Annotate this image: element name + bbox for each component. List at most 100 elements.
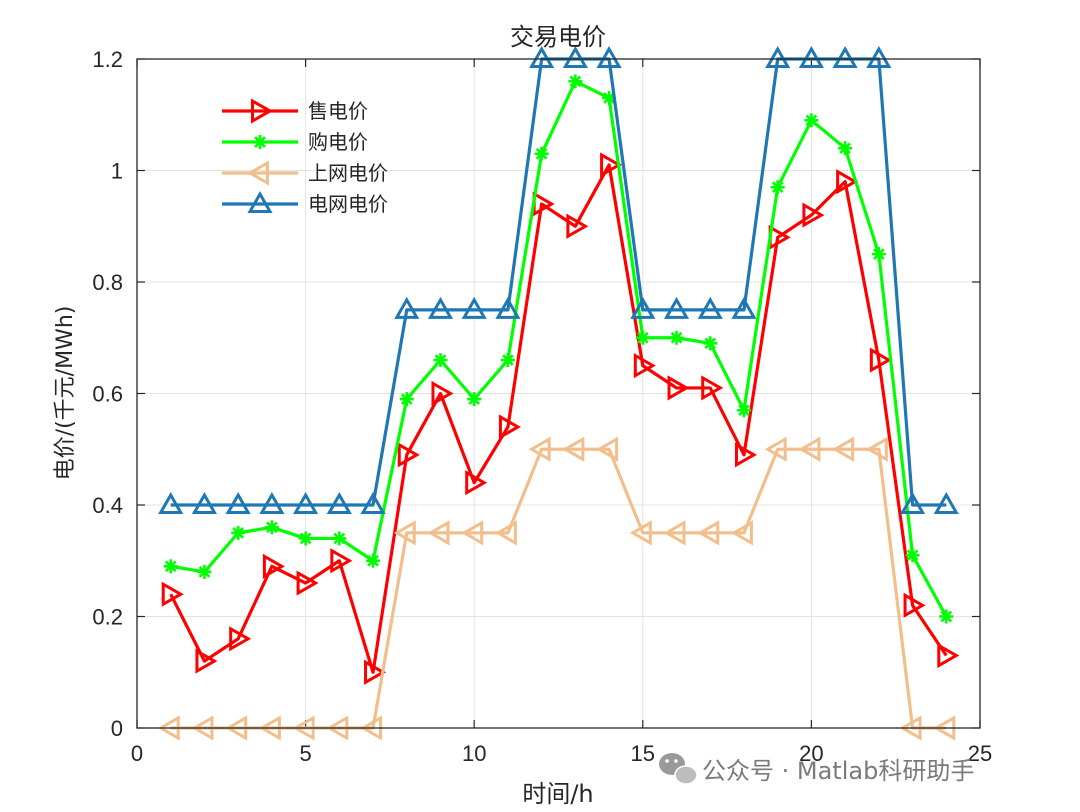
data-point [937,642,960,669]
data-point [663,296,690,319]
y-tick-label: 1.2 [92,47,123,72]
data-point [736,403,751,418]
data-point [298,531,313,546]
y-axis-label: 电价/(千元/MWh) [53,306,78,481]
data-point [528,436,551,462]
data-point [330,548,353,574]
series-line [169,163,948,674]
x-axis-label: 时间/h [522,780,593,808]
data-point [568,74,583,89]
x-tick-label: 20 [799,741,823,766]
data-point [433,353,448,368]
data-point [494,520,517,546]
data-point [231,525,246,540]
chart-title: 交易电价 [510,23,606,51]
data-point [663,520,686,546]
data-point [903,592,926,618]
data-point [264,520,279,535]
data-point [566,213,589,239]
data-point [500,353,515,368]
data-point [635,330,650,345]
data-point [869,347,892,373]
y-tick-label: 1 [111,159,123,184]
data-point [495,296,521,319]
data-point [667,375,690,401]
data-point [394,296,420,319]
data-point [393,520,416,546]
x-tick-label: 15 [631,741,655,766]
data-point [734,442,757,468]
data-point [195,648,218,674]
data-point [905,548,920,563]
data-point [562,436,585,462]
legend-item: 上网电价 [222,160,388,186]
data-point [427,296,454,319]
data-point [802,202,825,228]
legend-label: 电网电价 [308,192,388,216]
legend-label: 售电价 [308,99,368,123]
data-point [262,553,285,579]
x-tick-label: 10 [462,741,486,766]
data-point [629,520,652,546]
data-point [596,45,622,68]
data-point [229,626,252,652]
data-point [251,98,274,124]
data-point [247,190,273,213]
data-point [163,559,178,574]
data-point [703,336,718,351]
data-point [431,380,454,407]
data-point [832,45,858,68]
data-point [697,296,723,319]
y-tick-label: 0.8 [92,270,123,295]
data-point [529,45,555,68]
y-tick-label: 0.2 [92,605,123,630]
data-point [399,392,414,407]
data-point [253,135,267,149]
data-point [939,609,954,624]
legend-item: 电网电价 [222,190,388,216]
axis-ticks: 0 5 10 15 20 25 0 0.2 0.4 0.6 0.8 1 1.2 [92,47,992,766]
data-point [296,570,319,596]
data-point [933,491,959,514]
data-point [836,169,859,195]
data-point [461,520,484,546]
data-point [798,45,824,68]
axes-box [136,58,981,729]
series-2 [163,74,954,624]
data-point [427,520,450,546]
legend-label: 购电价 [308,130,368,154]
data-point [364,659,387,685]
data-point [596,436,619,462]
data-point [633,353,656,379]
y-tick-label: 0.4 [92,493,123,518]
data-point [534,146,549,161]
legend-item: 购电价 [222,130,368,154]
data-point [332,531,347,546]
data-point [832,436,855,462]
data-point [731,296,757,319]
data-point [461,296,487,319]
data-point [366,553,381,568]
data-point [326,491,352,514]
data-point [465,470,488,496]
data-point [798,436,821,462]
data-point [865,436,888,462]
watermark-text: 公众号 · Matlab科研助手 [702,757,974,785]
series-group [157,45,960,741]
data-point [161,581,184,607]
data-point [293,491,319,514]
data-point [899,491,926,514]
legend-label: 上网电价 [308,161,388,185]
watermark: 公众号 · Matlab科研助手 [659,753,974,785]
data-point [600,152,623,178]
data-point [697,520,720,546]
data-point [397,442,420,468]
data-point [562,45,588,68]
data-point [191,491,218,514]
x-tick-label: 25 [968,741,992,766]
data-point [871,247,886,262]
y-tick-label: 0 [111,716,123,741]
data-point [259,491,285,514]
